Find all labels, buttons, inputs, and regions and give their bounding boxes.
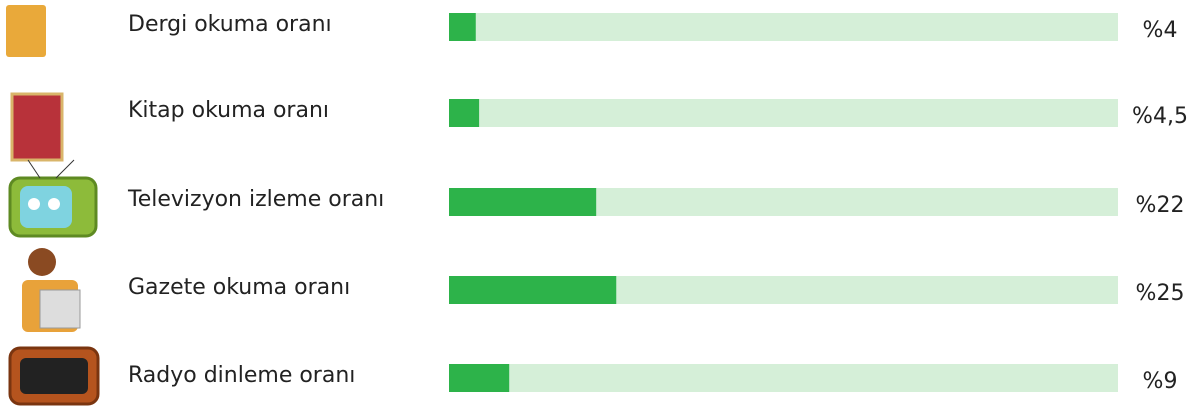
bar-track [449,13,1118,41]
category-label: Kitap okuma oranı [128,98,329,123]
bar-track [449,364,1118,392]
icons [6,5,98,404]
chart: Dergi okuma oranı %4 Kitap okuma oranı %4,5… [0,0,1200,409]
bar [449,188,596,216]
tv-antenna [56,160,74,178]
tv-antenna [28,160,40,178]
value-label: %4,5 [1132,104,1188,129]
newspaper [40,290,80,328]
magazine-icon [6,5,46,57]
value-label: %4 [1143,18,1178,43]
bar [449,13,476,41]
bar [449,99,479,127]
book-icon [12,94,62,160]
reader-hair [28,248,56,276]
bar [449,276,616,304]
category-label: Gazete okuma oranı [128,275,350,300]
category-label: Radyo dinleme oranı [128,363,355,388]
tv-eye [48,198,60,210]
tv-eye [28,198,40,210]
bar [449,364,509,392]
value-label: %25 [1136,281,1185,306]
value-label: %9 [1143,369,1178,394]
bar-track [449,99,1118,127]
tv-screen [20,186,72,228]
category-label: Televizyon izleme oranı [127,187,384,212]
value-label: %22 [1136,193,1185,218]
category-label: Dergi okuma oranı [128,12,332,37]
radio-grill [20,358,88,394]
